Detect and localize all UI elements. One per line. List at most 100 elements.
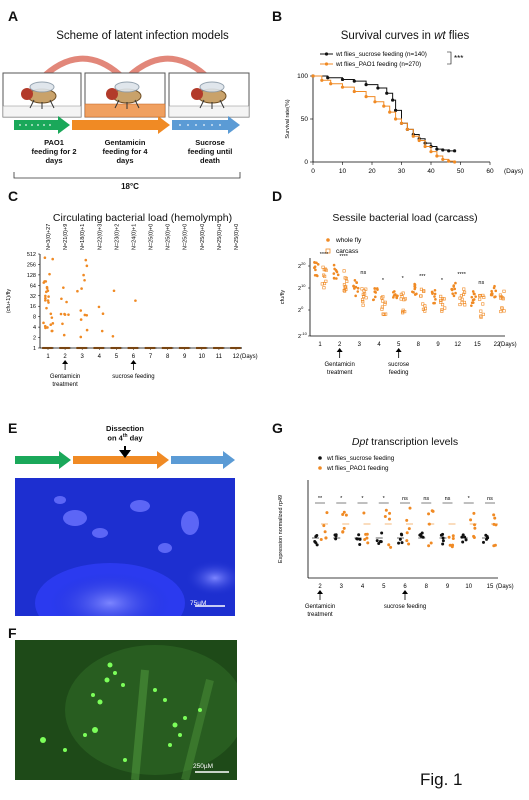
- data-point: [360, 287, 364, 291]
- data-point: [79, 318, 83, 321]
- data-point: [399, 297, 403, 301]
- data-point: [323, 530, 327, 534]
- data-point: [459, 294, 463, 298]
- data-point: [500, 306, 504, 310]
- data-point: [354, 294, 357, 298]
- data-point: [363, 538, 367, 542]
- data-point: [451, 292, 454, 295]
- y-tick-label: 2: [33, 336, 36, 342]
- data-point: [373, 287, 377, 290]
- x-tick-label: 12: [454, 342, 461, 348]
- scalebar-f-label: 250µM: [193, 763, 214, 770]
- panel-g-label: G: [272, 420, 283, 436]
- data-point: [387, 517, 391, 521]
- data-point: [62, 286, 65, 289]
- timeline-arrow-gentamicin: [72, 116, 170, 134]
- survival-point: [376, 86, 380, 90]
- legend-marker-whole-fly: [326, 238, 330, 242]
- y-tick-label: 64: [30, 283, 36, 289]
- y-tick-label: 2-10: [298, 331, 308, 340]
- survival-point: [391, 98, 395, 102]
- data-point: [397, 541, 401, 545]
- data-point: [401, 311, 405, 315]
- fly-icon: [191, 81, 227, 109]
- data-point: [420, 531, 424, 535]
- data-point: [79, 335, 83, 339]
- treatment-arrowhead: [317, 590, 323, 594]
- data-point: [481, 302, 485, 306]
- significance-label: ns: [360, 270, 366, 276]
- treatment-label: treatment: [307, 612, 333, 618]
- x-tick-label: 9: [183, 354, 187, 360]
- data-point: [470, 301, 474, 305]
- data-point: [481, 312, 485, 316]
- significance-label: ns: [423, 496, 429, 502]
- data-point: [47, 295, 50, 298]
- data-point: [332, 277, 336, 280]
- survival-line-1: [313, 75, 456, 162]
- data-point: [366, 541, 370, 545]
- survival-point: [382, 104, 386, 108]
- data-point: [502, 309, 506, 313]
- data-point: [493, 543, 497, 547]
- legend-label: wt flies_PAO1 feeding (n=270): [335, 61, 421, 68]
- data-point: [440, 309, 444, 313]
- x-tick-label: 5: [397, 342, 401, 348]
- data-point: [422, 289, 426, 293]
- survival-point: [373, 100, 377, 104]
- data-point: [471, 290, 475, 293]
- data-point: [407, 542, 411, 546]
- data-point: [403, 297, 407, 301]
- x-tick-label: 1: [46, 354, 50, 360]
- x-tick-label: 50: [457, 168, 465, 175]
- x-tick-label: 0: [311, 168, 315, 175]
- survival-point: [364, 95, 368, 99]
- data-point: [67, 313, 70, 316]
- data-point: [441, 303, 445, 307]
- data-point: [499, 309, 503, 314]
- data-point: [470, 304, 473, 307]
- sucrose-arrowhead: [130, 360, 137, 364]
- n-annotation: N=25(0)+0: [166, 224, 172, 250]
- survival-point: [441, 148, 445, 152]
- y-tick-label: 16: [30, 304, 36, 310]
- data-point: [378, 539, 382, 543]
- timeline-arrow-gentamicin: [73, 451, 169, 469]
- significance-label: ns: [402, 496, 408, 502]
- data-point: [46, 326, 49, 329]
- data-point: [353, 279, 357, 282]
- data-point: [364, 287, 368, 291]
- x-tick-label: 10: [339, 168, 347, 175]
- data-point: [362, 294, 366, 299]
- data-point: [463, 290, 467, 294]
- data-point: [83, 278, 86, 282]
- y-tick-label: 4: [33, 325, 36, 331]
- data-point: [324, 279, 328, 283]
- survival-point: [388, 110, 392, 114]
- data-point: [472, 511, 476, 515]
- x-tick-label: 7: [149, 354, 153, 360]
- data-point: [400, 541, 404, 545]
- data-point: [332, 263, 336, 267]
- data-point: [439, 533, 443, 537]
- data-point: [42, 321, 45, 325]
- survival-point: [394, 108, 398, 112]
- x-axis-label: (Days): [499, 342, 517, 348]
- data-point: [478, 294, 482, 298]
- data-point: [452, 285, 455, 288]
- data-point: [473, 526, 477, 530]
- data-point: [319, 537, 323, 541]
- data-point: [47, 301, 50, 304]
- data-point: [65, 300, 68, 304]
- x-tick-label: 10: [198, 354, 205, 360]
- data-point: [315, 261, 318, 265]
- x-tick-label: 6: [132, 354, 136, 360]
- data-point: [44, 294, 47, 298]
- data-point: [413, 282, 416, 286]
- n-annotation: N=25(0)+0: [200, 224, 206, 250]
- x-tick-label: 10: [465, 584, 472, 590]
- data-point: [392, 296, 395, 299]
- data-point: [454, 281, 457, 285]
- data-point: [364, 296, 368, 300]
- data-point: [335, 270, 339, 274]
